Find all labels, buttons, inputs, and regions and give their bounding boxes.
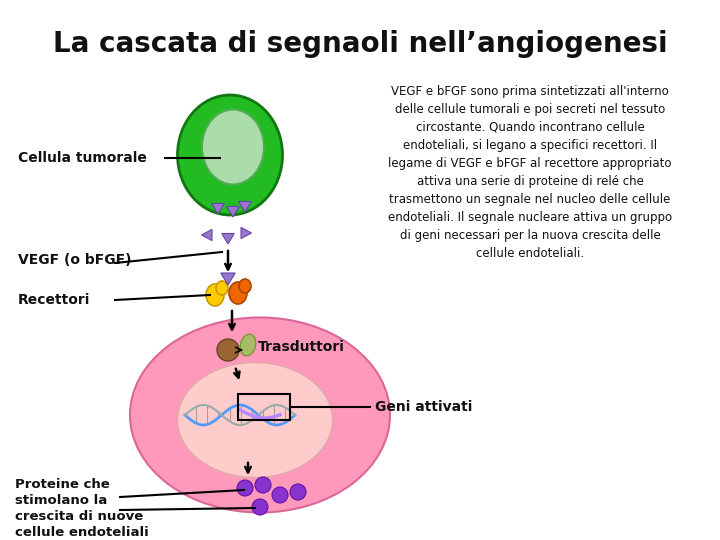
Ellipse shape xyxy=(202,110,264,185)
Text: Proteine che
stimolano la
crescita di nuove
cellule endoteliali: Proteine che stimolano la crescita di nu… xyxy=(15,478,149,539)
Text: VEGF (o bFGF): VEGF (o bFGF) xyxy=(18,253,132,267)
Ellipse shape xyxy=(206,284,224,306)
Ellipse shape xyxy=(216,281,228,295)
Circle shape xyxy=(252,499,268,515)
Ellipse shape xyxy=(178,95,282,215)
Text: La cascata di segnaoli nell’angiogenesi: La cascata di segnaoli nell’angiogenesi xyxy=(53,30,667,58)
Circle shape xyxy=(255,477,271,493)
Ellipse shape xyxy=(178,362,333,477)
Ellipse shape xyxy=(130,318,390,512)
Circle shape xyxy=(272,487,288,503)
Text: Recettori: Recettori xyxy=(18,293,91,307)
Circle shape xyxy=(217,339,239,361)
Ellipse shape xyxy=(229,282,247,304)
Ellipse shape xyxy=(239,279,251,293)
Polygon shape xyxy=(222,233,234,244)
Polygon shape xyxy=(227,206,239,217)
Circle shape xyxy=(237,480,253,496)
Text: Trasduttori: Trasduttori xyxy=(258,340,345,354)
Ellipse shape xyxy=(240,334,256,356)
Text: Geni attivati: Geni attivati xyxy=(375,400,472,414)
Circle shape xyxy=(290,484,306,500)
Text: Cellula tumorale: Cellula tumorale xyxy=(18,151,147,165)
Polygon shape xyxy=(239,201,251,212)
Text: VEGF e bFGF sono prima sintetizzati all'interno
delle cellule tumorali e poi sec: VEGF e bFGF sono prima sintetizzati all'… xyxy=(388,85,672,260)
Polygon shape xyxy=(221,273,235,285)
Polygon shape xyxy=(212,204,225,214)
Polygon shape xyxy=(202,230,212,241)
Polygon shape xyxy=(241,227,251,239)
